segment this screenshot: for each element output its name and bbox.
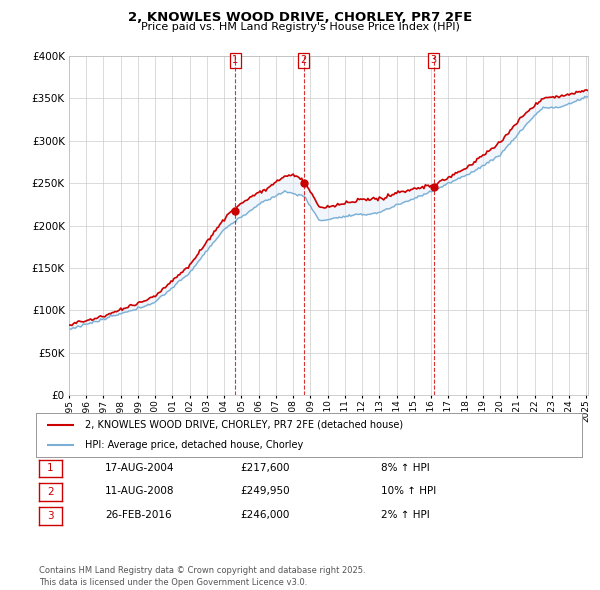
Text: 1: 1	[232, 55, 238, 65]
Text: 26-FEB-2016: 26-FEB-2016	[105, 510, 172, 520]
Text: 2, KNOWLES WOOD DRIVE, CHORLEY, PR7 2FE: 2, KNOWLES WOOD DRIVE, CHORLEY, PR7 2FE	[128, 11, 472, 24]
Text: Contains HM Land Registry data © Crown copyright and database right 2025.
This d: Contains HM Land Registry data © Crown c…	[39, 566, 365, 587]
Text: Price paid vs. HM Land Registry's House Price Index (HPI): Price paid vs. HM Land Registry's House …	[140, 22, 460, 32]
Text: 8% ↑ HPI: 8% ↑ HPI	[381, 463, 430, 473]
Text: 3: 3	[47, 511, 54, 520]
Text: 10% ↑ HPI: 10% ↑ HPI	[381, 487, 436, 496]
Text: 2: 2	[301, 55, 307, 65]
Text: 1: 1	[47, 464, 54, 473]
Text: HPI: Average price, detached house, Chorley: HPI: Average price, detached house, Chor…	[85, 440, 304, 450]
Text: 11-AUG-2008: 11-AUG-2008	[105, 487, 175, 496]
Text: £217,600: £217,600	[240, 463, 290, 473]
Text: 17-AUG-2004: 17-AUG-2004	[105, 463, 175, 473]
Text: 2, KNOWLES WOOD DRIVE, CHORLEY, PR7 2FE (detached house): 2, KNOWLES WOOD DRIVE, CHORLEY, PR7 2FE …	[85, 420, 403, 430]
Text: 3: 3	[431, 55, 437, 65]
Text: 2% ↑ HPI: 2% ↑ HPI	[381, 510, 430, 520]
Text: £249,950: £249,950	[240, 487, 290, 496]
Text: 2: 2	[47, 487, 54, 497]
Text: £246,000: £246,000	[240, 510, 289, 520]
